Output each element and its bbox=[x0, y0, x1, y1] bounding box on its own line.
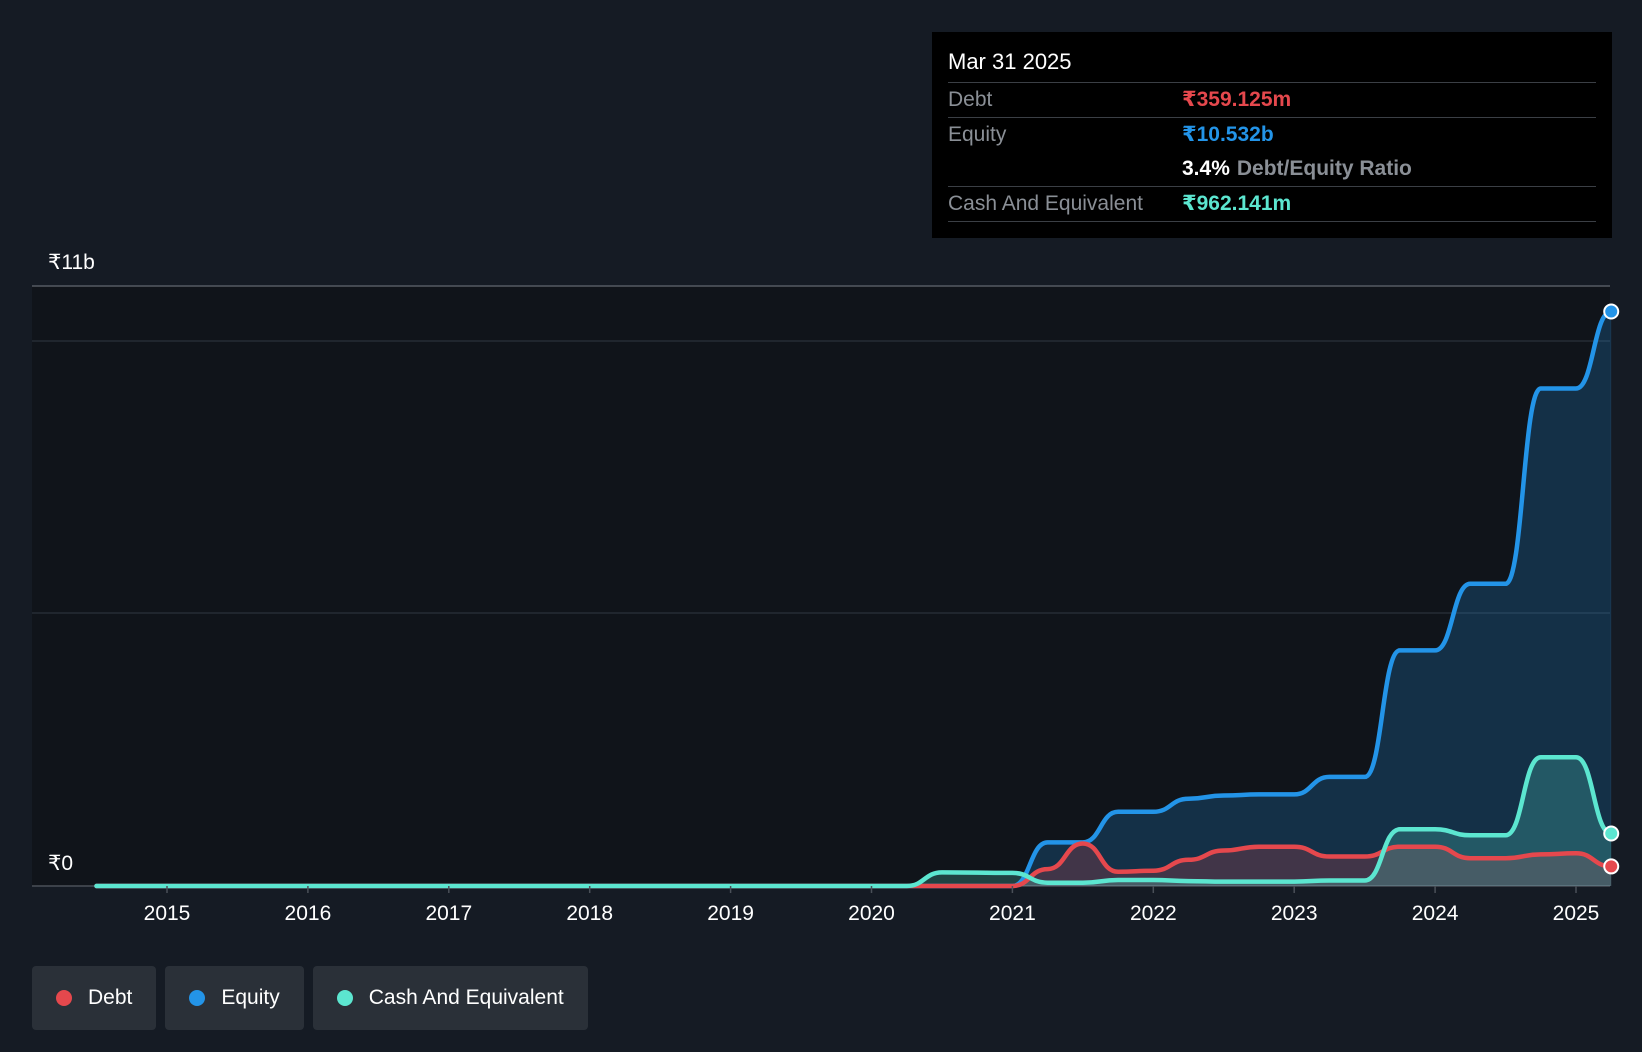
legend-dot-debt-icon bbox=[56, 990, 72, 1006]
x-tick-label-2024: 2024 bbox=[1412, 902, 1459, 925]
line-debt bbox=[94, 841, 1614, 889]
x-tick-label-2017: 2017 bbox=[425, 902, 472, 925]
series-areas bbox=[96, 311, 1612, 886]
endpoint-cash-and-equivalent[interactable] bbox=[1603, 825, 1620, 842]
legend-item-cash[interactable]: Cash And Equivalent bbox=[312, 966, 588, 1030]
tooltip-row-ratio: 3.4% Debt/Equity Ratio bbox=[948, 152, 1596, 187]
x-tick-label-2016: 2016 bbox=[285, 902, 332, 925]
y-axis-bottom-label: ₹0 bbox=[48, 852, 73, 875]
legend-dot-equity-icon bbox=[189, 990, 206, 1006]
tooltip-row-debt: Debt ₹359.125m bbox=[948, 83, 1596, 118]
line-cash-and-equivalent bbox=[94, 755, 1614, 889]
tooltip-equity-label: Equity bbox=[948, 123, 1007, 146]
area-debt bbox=[96, 843, 1612, 886]
chart-highlight-band bbox=[32, 286, 1610, 886]
legend-label-equity: Equity bbox=[221, 986, 280, 1009]
endpoint-debt[interactable] bbox=[1603, 858, 1620, 875]
tooltip-equity-value: ₹10.532b bbox=[1182, 123, 1274, 146]
legend: Debt Equity Cash And Equivalent bbox=[32, 966, 588, 1030]
series-endpoints bbox=[1603, 303, 1620, 875]
series-lines bbox=[94, 309, 1614, 889]
tooltip-cash-value: ₹962.141m bbox=[1182, 192, 1292, 215]
legend-dot-cash-icon bbox=[336, 990, 353, 1006]
x-tick-label-2019: 2019 bbox=[707, 902, 754, 925]
x-tick-label-2023: 2023 bbox=[1271, 902, 1318, 925]
legend-label-debt: Debt bbox=[88, 986, 133, 1009]
x-tick-label-2015: 2015 bbox=[144, 902, 191, 925]
x-tick-label-2018: 2018 bbox=[566, 902, 613, 925]
x-tick-label-2021: 2021 bbox=[989, 902, 1036, 925]
x-axis-ticks: 2015 2016 2017 2018 2019 2020 2021 2022 2023 2024… bbox=[144, 886, 1600, 925]
tooltip-row-cash: Cash And Equivalent ₹962.141m bbox=[948, 187, 1596, 222]
tooltip-cash-label: Cash And Equivalent bbox=[948, 192, 1143, 215]
tooltip-ratio-label: Debt/Equity Ratio bbox=[1236, 157, 1412, 180]
legend-item-equity[interactable]: Equity bbox=[165, 966, 304, 1030]
endpoint-equity[interactable] bbox=[1603, 303, 1620, 320]
area-equity bbox=[96, 311, 1612, 886]
tooltip-date: Mar 31 2025 bbox=[948, 46, 1596, 83]
tooltip-ratio-value: 3.4% bbox=[1182, 157, 1230, 180]
tooltip: Mar 31 2025 Debt ₹359.125m Equity ₹10.53… bbox=[932, 32, 1612, 238]
legend-label-cash: Cash And Equivalent bbox=[368, 986, 564, 1009]
tooltip-row-equity: Equity ₹10.532b bbox=[948, 118, 1596, 152]
x-tick-label-2020: 2020 bbox=[848, 902, 895, 925]
x-tick-label-2025: 2025 bbox=[1553, 902, 1600, 925]
x-tick-label-2022: 2022 bbox=[1130, 902, 1177, 925]
y-axis-top-label: ₹11b bbox=[48, 251, 95, 274]
tooltip-debt-label: Debt bbox=[948, 88, 993, 111]
legend-item-debt[interactable]: Debt bbox=[32, 966, 157, 1030]
tooltip-debt-value: ₹359.125m bbox=[1182, 88, 1292, 111]
area-cash-and-equivalent bbox=[96, 757, 1612, 886]
